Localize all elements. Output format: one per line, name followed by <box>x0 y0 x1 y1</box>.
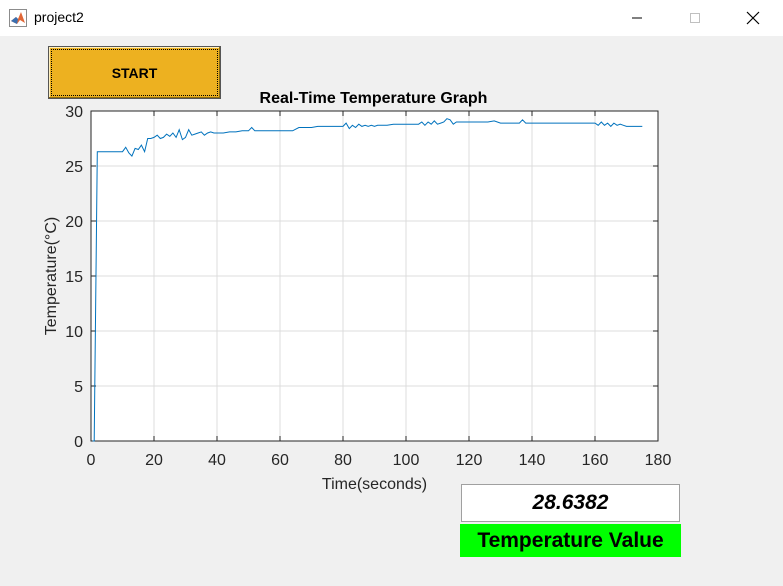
close-icon <box>746 11 760 25</box>
temperature-value-display: 28.6382 <box>461 484 680 522</box>
temperature-series-line <box>92 118 643 442</box>
chart-title: Real-Time Temperature Graph <box>260 90 488 107</box>
maximize-icon <box>690 13 700 23</box>
x-tick-label: 120 <box>456 452 483 469</box>
x-tick-label: 160 <box>582 452 609 469</box>
window-title: project2 <box>34 9 84 25</box>
y-tick-label: 5 <box>74 379 83 396</box>
x-axis-label: Time(seconds) <box>322 476 427 493</box>
close-button[interactable] <box>730 0 776 36</box>
x-tick-label: 100 <box>393 452 420 469</box>
x-tick-label: 20 <box>145 452 163 469</box>
y-tick-label: 10 <box>65 324 83 341</box>
x-tick-label: 140 <box>519 452 546 469</box>
x-tick-label: 40 <box>208 452 226 469</box>
x-tick-label: 80 <box>334 452 352 469</box>
x-tick-label: 180 <box>645 452 672 469</box>
minimize-button[interactable] <box>614 0 660 36</box>
minimize-icon <box>632 17 642 19</box>
x-tick-label: 0 <box>87 452 96 469</box>
y-axis-label: Temperature(°C) <box>43 217 60 335</box>
x-tick-label: 60 <box>271 452 289 469</box>
y-tick-label: 25 <box>65 159 83 176</box>
start-button[interactable]: START <box>48 46 221 99</box>
y-tick-label: 20 <box>65 214 83 231</box>
temperature-value-label: Temperature Value <box>460 524 681 557</box>
y-tick-label: 0 <box>74 434 83 451</box>
maximize-button[interactable] <box>672 0 718 36</box>
matlab-logo-icon <box>9 9 27 27</box>
title-bar: project2 <box>0 0 783 36</box>
y-tick-label: 15 <box>65 269 83 286</box>
y-tick-label: 30 <box>65 104 83 121</box>
